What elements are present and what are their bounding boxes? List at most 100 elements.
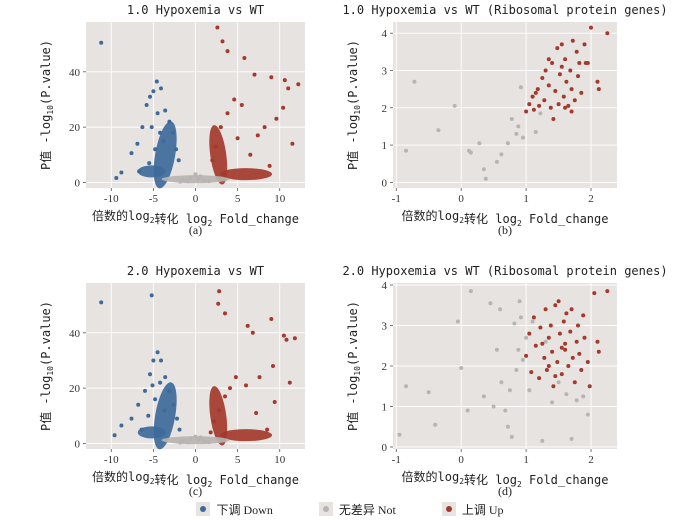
data-point-not (468, 150, 473, 155)
data-point-not (524, 335, 529, 340)
y-tick-label: 0 (75, 438, 81, 450)
y-axis-label: P值 -log10(P.value) (38, 301, 55, 431)
data-point-up (546, 83, 551, 88)
data-point-up (564, 79, 569, 84)
x-axis-label: 倍数的log2转化 log2 Fold_change (92, 208, 299, 228)
data-point-down (151, 358, 156, 363)
data-point-up (225, 111, 230, 116)
data-point-not (556, 380, 561, 385)
y-axis-label: P值 -log10(P.value) (345, 40, 362, 170)
data-point-up (555, 360, 560, 364)
data-point-up (605, 289, 610, 294)
data-point-up (569, 307, 574, 312)
x-axis-label: 倍数的log2转化 log2 Fold_change (402, 469, 609, 489)
data-point-up (563, 57, 568, 62)
data-point-up (262, 125, 267, 130)
data-point-not (509, 117, 514, 121)
y-tick-label: 4 (382, 28, 388, 40)
data-point-not (581, 394, 586, 399)
x-tick-label: 1 (523, 193, 529, 205)
data-point-not (499, 152, 504, 157)
data-point-up (577, 351, 582, 356)
data-point-up (550, 349, 555, 354)
data-point-down (150, 383, 155, 388)
data-point-up (577, 61, 582, 65)
x-tick-label: 1 (523, 454, 529, 466)
data-point-not (426, 390, 431, 395)
data-point-not (433, 422, 438, 427)
data-point-up (576, 74, 580, 79)
data-point-up (537, 376, 542, 381)
data-point-up (596, 349, 601, 354)
legend-item-up: 上调 Up (441, 501, 504, 518)
data-point-not (540, 438, 545, 443)
data-point-not (198, 435, 203, 440)
data-point-up (546, 335, 551, 340)
data-point-down (119, 170, 124, 175)
data-point-not (181, 438, 186, 443)
data-point-down (161, 139, 166, 143)
data-point-up (286, 86, 291, 91)
legend: 下调 Down 无差异 Not 上调 Up (0, 498, 700, 520)
data-point-up (559, 64, 564, 69)
data-point-up (555, 46, 560, 51)
data-point-not (185, 179, 190, 184)
data-point-up (561, 94, 566, 99)
panel-label: (a) (189, 223, 202, 237)
chart-title: 1.0 Hypoxemia vs WT (Ribosomal protein g… (342, 3, 667, 17)
data-point-down (163, 375, 168, 380)
x-tick-label: 10 (274, 193, 286, 205)
data-point-down (155, 111, 160, 116)
data-point-up (559, 372, 564, 377)
data-point-not (193, 172, 198, 177)
data-point-up (564, 311, 569, 316)
data-point-up (533, 343, 538, 348)
y-tick-label: 1 (382, 140, 388, 152)
data-point-up (561, 319, 566, 324)
data-point-up (569, 87, 574, 92)
data-point-up (524, 109, 529, 114)
data-point-not (569, 436, 574, 441)
plot-b: -1 0 1 2 0 1 2 3 4 1.0 Hypoxemia vs WT (Ribosomal… (342, 3, 667, 237)
plot-d: -1 0 1 2 0 1 2 3 4 2.0 Hypoxemia vs WT (Ribosomal… (342, 264, 667, 498)
data-point-up (559, 42, 564, 47)
legend-up-key (441, 502, 456, 516)
data-point-up (210, 158, 215, 163)
data-point-up (269, 317, 274, 321)
data-point-not (499, 380, 504, 385)
data-point-not (201, 439, 206, 444)
data-point-not (397, 432, 402, 437)
data-point-up (579, 368, 584, 372)
data-point-up (595, 339, 600, 344)
data-point-down (148, 94, 152, 99)
data-point-not (518, 85, 523, 90)
y-tick-label: 1 (382, 401, 388, 413)
data-point-up (524, 353, 529, 358)
data-point-up (287, 380, 292, 385)
data-point-up (252, 72, 257, 77)
data-point-not (193, 434, 198, 439)
data-point-up (284, 337, 289, 342)
point-cloud (137, 426, 166, 439)
data-point-up (543, 68, 548, 73)
data-point-down (151, 89, 156, 94)
panel-label: (d) (498, 484, 512, 498)
data-point-not (503, 408, 508, 413)
data-point-not (488, 301, 493, 306)
point-cloud (209, 386, 228, 446)
legend-not-key (318, 502, 333, 516)
y-tick-label: 3 (382, 65, 388, 77)
data-point-up (269, 75, 274, 80)
data-point-up (239, 103, 244, 107)
data-point-down (148, 372, 152, 377)
data-point-not (514, 131, 519, 136)
data-point-not (181, 177, 186, 182)
legend-not-label: 无差异 Not (338, 502, 396, 517)
data-point-up (581, 313, 586, 318)
data-point-up (592, 291, 597, 296)
data-point-down (129, 416, 134, 421)
data-point-up (563, 341, 568, 346)
data-point-up (248, 152, 253, 157)
data-point-down (144, 103, 149, 107)
data-point-down (119, 423, 124, 428)
